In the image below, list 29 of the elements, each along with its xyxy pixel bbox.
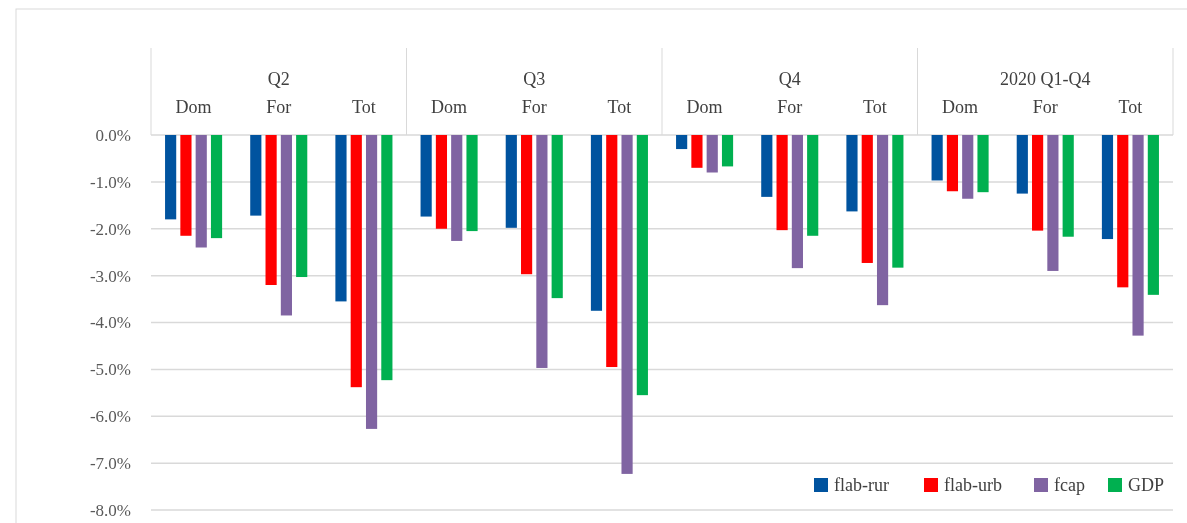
- y-tick-label: -4.0%: [89, 313, 131, 333]
- x-tick-label: Tot: [863, 97, 887, 117]
- legend-label: flab-urb: [944, 475, 1002, 496]
- y-tick-label: -1.0%: [89, 172, 131, 192]
- text: Q3: [523, 69, 546, 89]
- y-tick-label: -2.0%: [89, 219, 131, 239]
- x-tick-label: Tot: [1118, 97, 1143, 117]
- text: Q2: [267, 69, 290, 89]
- y-tick-label: -7.0%: [89, 454, 131, 474]
- x-tick-label: For: [266, 97, 292, 117]
- x-tick-label: Dom: [942, 97, 979, 117]
- text: Q4: [778, 69, 801, 89]
- x-tick-label: Tot: [607, 97, 632, 117]
- x-tick-label: For: [521, 97, 547, 117]
- text: 2020 Q1-Q4: [1000, 69, 1091, 89]
- legend-label: fcap: [1054, 475, 1085, 496]
- x-tick-label: Dom: [175, 97, 212, 117]
- x-tick-label: For: [1032, 97, 1058, 117]
- y-tick-label: -3.0%: [89, 266, 131, 286]
- x-tick-label: Tot: [352, 97, 376, 117]
- y-tick-label: 0.0%: [95, 125, 131, 145]
- x-tick-label: For: [777, 97, 803, 117]
- y-tick-label: -8.0%: [89, 500, 131, 520]
- x-tick-label: Dom: [686, 97, 723, 117]
- legend-label: GDP: [1128, 475, 1165, 496]
- y-tick-label: -5.0%: [89, 360, 131, 380]
- x-tick-label: Dom: [431, 97, 468, 117]
- y-tick-label: -6.0%: [89, 407, 131, 427]
- legend-label: flab-rur: [834, 475, 889, 496]
